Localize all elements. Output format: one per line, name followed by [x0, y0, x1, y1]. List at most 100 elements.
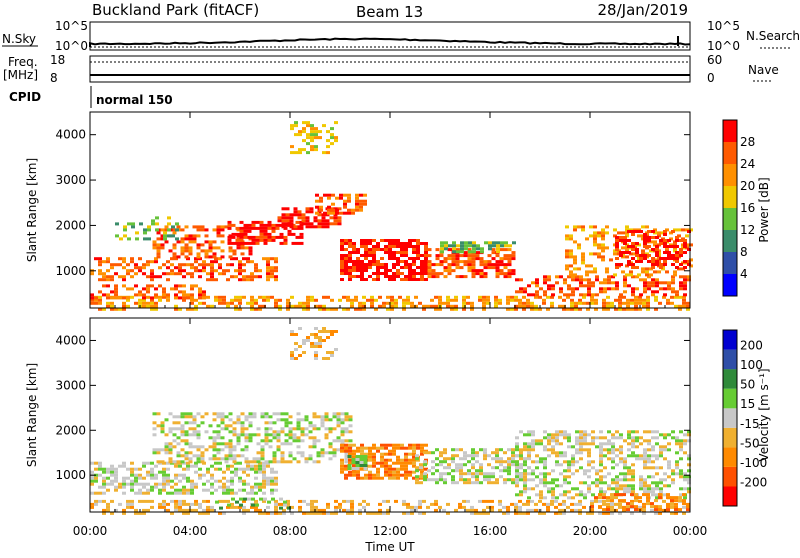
heatmap-cell [404, 476, 408, 480]
heatmap-cell [230, 502, 234, 506]
heatmap-cell [667, 287, 671, 291]
heatmap-cell [543, 281, 547, 285]
heatmap-cell [643, 245, 647, 248]
heatmap-cell [224, 442, 229, 446]
heatmap-cell [388, 452, 392, 456]
heatmap-cell [212, 430, 217, 434]
heatmap-cell [283, 235, 288, 239]
heatmap-cell [364, 476, 368, 480]
heatmap-cell [464, 244, 468, 248]
heatmap-cell [420, 242, 424, 245]
colorbar-tick-label: 100 [740, 358, 763, 372]
heatmap-cell [243, 226, 248, 230]
heatmap-cell [440, 244, 444, 248]
heatmap-cell [651, 230, 655, 233]
heatmap-cell [499, 469, 503, 473]
heatmap-cell [630, 502, 634, 506]
heatmap-cell [98, 491, 102, 495]
heatmap-cell [310, 505, 314, 509]
heatmap-cell [634, 304, 638, 308]
heatmap-cell [150, 467, 154, 471]
heatmap-cell [364, 269, 368, 272]
heatmap-cell [102, 499, 106, 503]
heatmap-cell [519, 451, 523, 455]
heatmap-cell [178, 499, 182, 503]
heatmap-cell [402, 307, 406, 311]
heatmap-cell [471, 272, 476, 276]
heatmap-cell [134, 467, 138, 471]
heatmap-cell [486, 499, 490, 503]
heatmap-cell [282, 511, 286, 515]
heatmap-cell [464, 247, 468, 251]
heatmap-cell [619, 436, 623, 440]
heatmap-cell [340, 248, 344, 251]
heatmap-cell [180, 228, 185, 232]
heatmap-cell [559, 275, 563, 279]
heatmap-cell [463, 260, 468, 264]
heatmap-cell [106, 304, 110, 308]
heatmap-cell [355, 199, 359, 203]
heatmap-cell [368, 251, 372, 254]
heatmap-cell [422, 307, 426, 311]
heatmap-cell [355, 193, 359, 197]
heatmap-cell [106, 502, 110, 506]
heatmap-cell [406, 502, 410, 506]
heatmap-cell [194, 266, 198, 270]
heatmap-cell [507, 272, 512, 276]
heatmap-cell [324, 412, 329, 416]
heatmap-cell [114, 263, 118, 267]
heatmap-cell [675, 466, 679, 470]
heatmap-cell [427, 275, 432, 279]
heatmap-cell [339, 211, 343, 215]
heatmap-cell [204, 255, 209, 259]
heatmap-cell [642, 502, 646, 506]
heatmap-cell [574, 502, 578, 506]
heatmap-cell [408, 272, 412, 275]
colorbar-segment [723, 208, 737, 230]
heatmap-cell [686, 508, 690, 512]
heatmap-cell [158, 470, 162, 474]
heatmap-cell [279, 506, 283, 510]
heatmap-cell [495, 275, 500, 279]
y-tick-label: 2000 [55, 218, 86, 232]
heatmap-cell [236, 442, 241, 446]
heatmap-cell [435, 254, 440, 258]
heatmap-cell [675, 260, 679, 263]
heatmap-cell [192, 415, 197, 419]
heatmap-cell [350, 499, 354, 503]
heatmap-cell [635, 242, 639, 245]
heatmap-cell [318, 339, 322, 342]
heatmap-cell [639, 230, 643, 233]
heatmap-cell [346, 508, 350, 512]
heatmap-cell [638, 505, 642, 509]
heatmap-cell [470, 511, 474, 515]
heatmap-cell [301, 216, 306, 220]
heatmap-cell [647, 275, 651, 279]
heatmap-cell [471, 457, 475, 461]
heatmap-cell [623, 478, 627, 482]
heatmap-cell [523, 463, 527, 467]
heatmap-cell [547, 481, 551, 485]
heatmap-cell [631, 478, 635, 482]
heatmap-cell [488, 241, 492, 245]
heatmap-cell [178, 491, 182, 495]
heatmap-cell [635, 436, 639, 440]
heatmap-cell [287, 229, 292, 233]
heatmap-cell [248, 415, 253, 419]
heatmap-cell [527, 284, 531, 288]
heatmap-cell [559, 433, 563, 437]
heatmap-cell [487, 254, 492, 258]
heatmap-cell [390, 298, 394, 302]
heatmap-cell [302, 304, 306, 308]
heatmap-cell [623, 457, 627, 461]
heatmap-cell [611, 436, 615, 440]
heatmap-cell [246, 464, 250, 468]
heatmap-cell [355, 461, 360, 464]
heatmap-cell [687, 439, 691, 443]
heatmap-cell [368, 266, 372, 269]
heatmap-cell [515, 460, 519, 464]
heatmap-cell [302, 499, 306, 503]
heatmap-cell [232, 445, 237, 449]
heatmap-cell [295, 226, 300, 230]
heatmap-cell [206, 488, 210, 492]
